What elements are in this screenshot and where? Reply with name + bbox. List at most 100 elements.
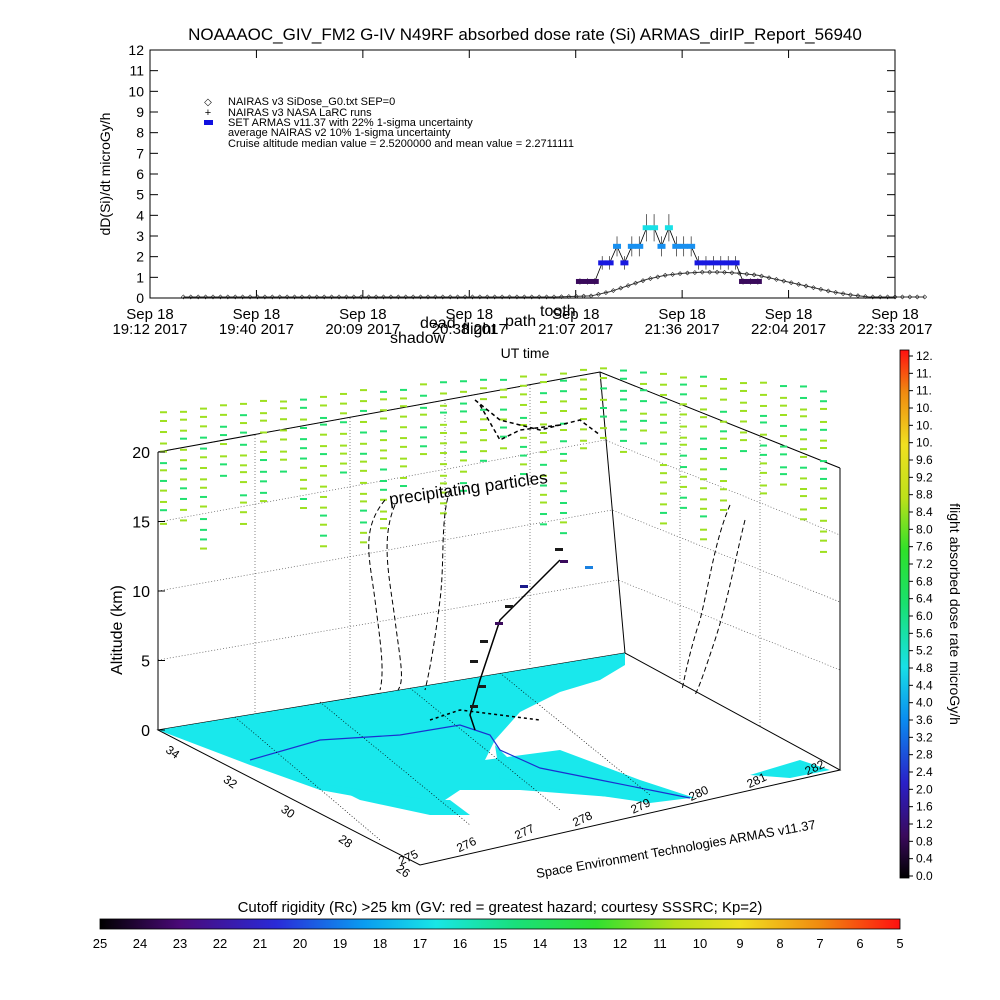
dose-colorbar-tick-label: 11. [916,366,932,380]
dose-colorbar-tick-label: 8.4 [916,505,933,519]
dose-field-tile [260,480,267,483]
dose-field-tile [560,490,567,493]
nairas-point [899,294,905,300]
dose-field-tile [320,514,327,517]
dose-field-tile [620,398,627,401]
dose-field-tile [560,502,567,505]
nairas-point [825,288,831,294]
armas-point [627,243,636,249]
y-tick-label: 7 [136,145,144,161]
dose-field-tile [220,434,227,437]
land-region-gulf [330,785,470,815]
dose-field-tile [820,507,827,510]
nairas-point [425,294,431,300]
dose-field-tile [320,534,327,537]
dose-field-tile [580,418,587,421]
dose-field-tile [480,387,487,390]
dose-field-tile [580,368,587,371]
dose-field-tile [360,531,367,534]
nairas-point [269,294,275,300]
dose-field-tile [520,375,527,378]
dose-field-tile [360,452,367,455]
dose-field-tile [800,408,807,411]
dose-field-tile [820,439,827,442]
legend-entry-nairas-v2: average NAIRAS v2 10% 1-sigma uncertaint… [228,127,451,139]
dose-field-tile [420,383,427,386]
dose-field-tile [720,508,727,511]
dose-field-tile [280,450,287,453]
dose-field-tile [700,507,707,510]
nairas-point [217,294,223,300]
dose-field-tile [540,493,547,496]
armas-point [709,260,718,266]
nairas-point [180,294,186,300]
dose-field-tile [200,456,207,459]
dose-field-tile [260,450,267,453]
floor [156,652,842,866]
dose-field-tile [180,429,187,432]
coastline [249,724,691,799]
dose-field-tile [620,428,627,431]
dose-field-tile [400,457,407,460]
nairas-point [351,294,357,300]
dose-field-tile [380,468,387,471]
dose-field-tile [540,411,547,414]
nairas-point [610,288,616,293]
dose-field-tile [700,416,707,419]
x-tick-date: Sep 18 [871,306,919,323]
cutoff-colorbar-tick-label: 11 [653,936,667,951]
altitude-tick-label: 15 [132,515,150,532]
y-tick-label: 6 [136,166,144,182]
cutoff-colorbar-tick-label: 5 [896,936,903,951]
cutoff-colorbar: Cutoff rigidity (Rc) >25 km (GV: red = g… [93,899,904,951]
nairas-point [470,294,475,300]
dose-field-tile [300,447,307,450]
dose-field-tile [620,409,627,412]
dose-field-tile [300,487,307,490]
dose-field-tile [700,457,707,460]
dose-field-tile [760,381,767,384]
dose-field-tile [820,420,827,423]
armas-point [746,278,755,284]
latitude-tick-label: 30 [278,802,297,821]
dose-field-tile [680,506,687,509]
x-tick-time: 19:40 2017 [219,321,294,338]
dose-field-tile [560,482,567,485]
dose-field-tile [560,440,567,443]
dose-colorbar-tick-label: 6.4 [916,592,933,606]
dose-field-tile [340,402,347,405]
dose-field-tile [320,465,327,468]
dose-field-tile [780,445,787,448]
nairas-point [662,272,668,278]
dose-field-tile [440,404,447,407]
dose-field-tile [660,492,667,495]
cutoff-colorbar-tick-label: 21 [253,936,267,951]
dose-field-tile [380,488,387,491]
dose-field-tile [820,467,827,470]
dose-field-tile [680,383,687,386]
dose-field-tile [720,447,727,450]
nairas-point [255,294,260,300]
dose-field-tile [540,513,547,516]
dose-field-tile [460,380,467,383]
dose-field-tile [340,412,347,415]
nairas-point [862,294,868,299]
dose-field-tile [820,460,827,463]
nairas-point [432,294,438,300]
dose-field-tile [240,471,247,474]
dose-field-tile [460,402,467,405]
dose-field-tile [240,431,247,434]
nairas-point [855,293,861,299]
dose-colorbar-tick-label: 8.0 [916,522,933,536]
dose-field-tile [440,423,447,426]
nairas-point [225,294,231,300]
armas-point [716,260,725,266]
dose-field-tile [540,451,547,454]
dose-field-tile [780,404,787,407]
dose-field-tile [440,463,447,466]
nairas-point [395,294,401,300]
dose-field-tile [700,397,707,400]
dose-field-tile [700,487,707,490]
flight-path-dose-markers [470,548,593,708]
